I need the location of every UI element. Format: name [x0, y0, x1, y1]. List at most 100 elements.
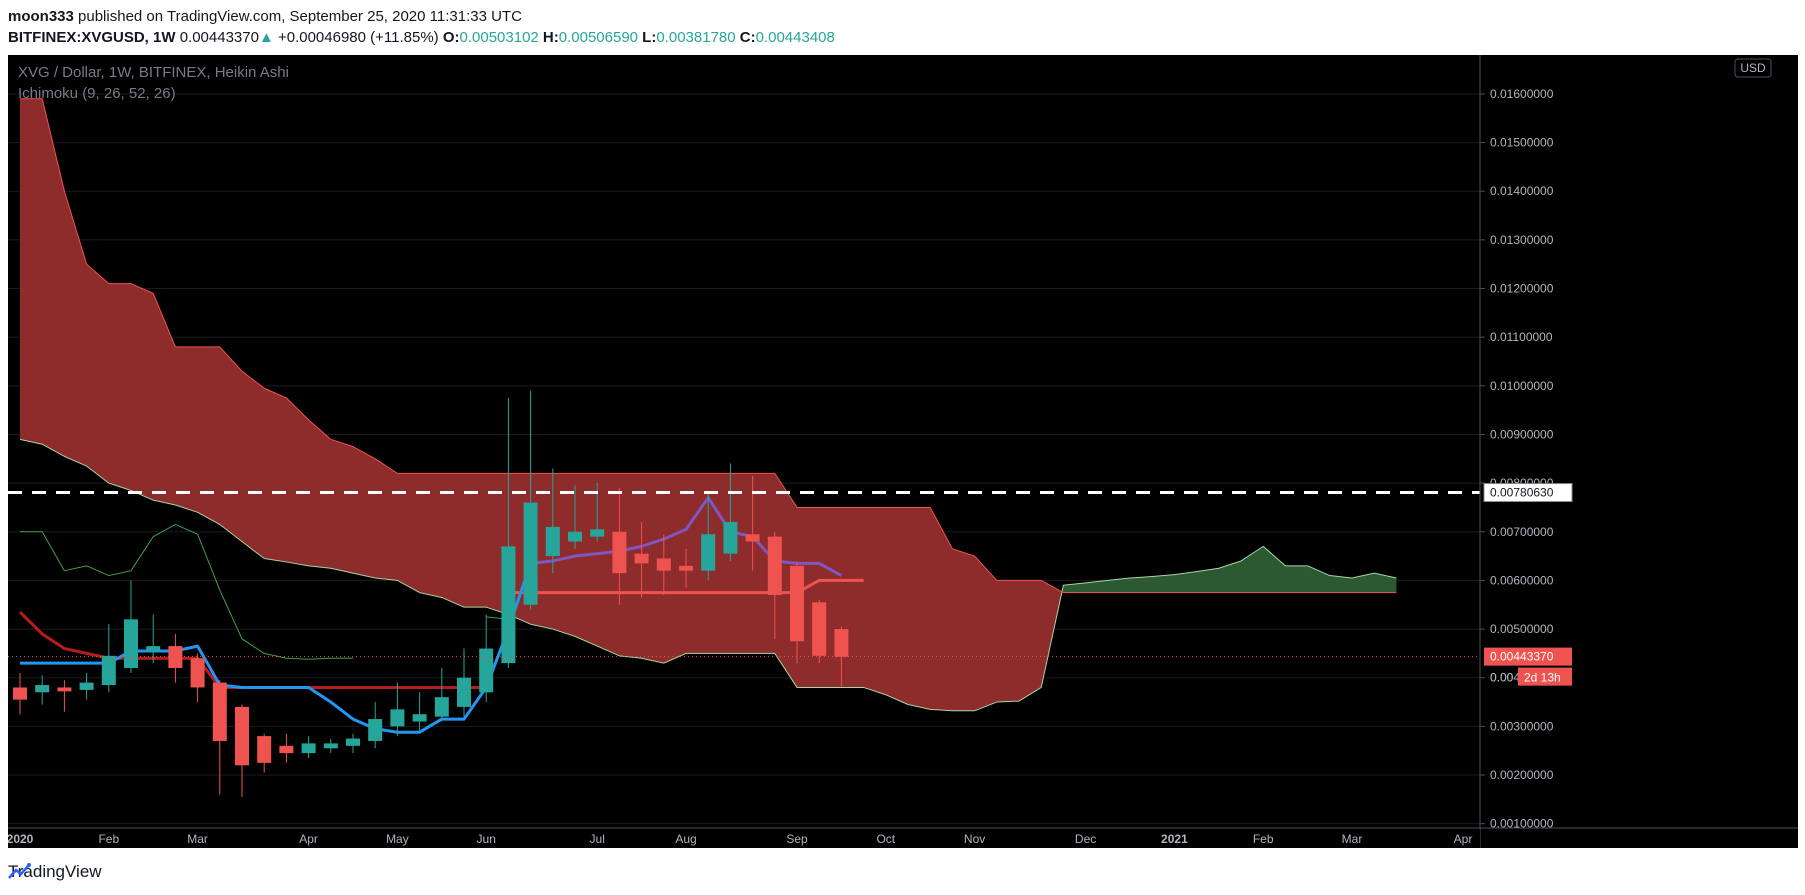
candle-body [545, 526, 560, 557]
candle-body [301, 743, 316, 754]
last-price-label: 0.00443370 [1490, 650, 1554, 664]
candle-body [501, 546, 516, 664]
open-value: 0.00503102 [459, 29, 539, 46]
conversion-line-tenkan-2 [530, 496, 843, 577]
footer-brand-label: TradingView [8, 862, 102, 881]
close-value: 0.00443408 [755, 29, 835, 46]
candles [13, 390, 849, 797]
chart-svg[interactable]: 0.01600000 0.01500000 0.01400000 0.01300000… [8, 55, 1798, 848]
y-tick-label: 0.00600000 [1490, 573, 1554, 587]
candle-body [434, 697, 449, 717]
tradingview-logo-icon [8, 863, 31, 879]
candle-body [457, 677, 471, 707]
candle-body [679, 565, 693, 571]
price-axis: 0.01600000 0.01500000 0.01400000 0.01300000… [1479, 55, 1798, 848]
dashed-line-price-label: 0.00780630 [1490, 486, 1554, 500]
x-tick-label: Aug [675, 832, 696, 846]
y-tick-label: 0.00200000 [1490, 768, 1554, 782]
x-tick-label: Mar [1342, 832, 1363, 846]
low-label: L: [642, 29, 657, 46]
leading-span-b-line [20, 98, 1397, 594]
candle-body [168, 646, 183, 668]
base-line-kijun [18, 610, 487, 689]
candle-body [523, 502, 538, 605]
x-tick-label: 2020 [8, 832, 34, 846]
up-arrow-icon: ▲ [258, 29, 274, 46]
x-tick-label: Jun [477, 832, 496, 846]
candle-body [257, 736, 272, 763]
currency-badge[interactable]: USD [1734, 58, 1772, 78]
candle-body [701, 534, 716, 571]
ichimoku-cloud [20, 98, 1397, 711]
x-tick-label: Feb [1253, 832, 1274, 846]
indicator-legend[interactable]: Ichimoku (9, 26, 52, 26) [18, 85, 176, 102]
ichimoku-lines [18, 98, 1397, 734]
price-change: +0.00046980 (+11.85%) [277, 29, 439, 46]
y-tick-label: 0.01100000 [1490, 330, 1553, 344]
candle-body [190, 658, 205, 688]
candle-body [790, 565, 804, 642]
high-value: 0.00506590 [558, 29, 638, 46]
y-tick-label: 0.01000000 [1490, 379, 1554, 393]
candle-body [745, 534, 760, 542]
footer-brand[interactable]: TradingView [8, 862, 102, 882]
x-tick-label: Mar [187, 832, 208, 846]
close-label: C: [739, 29, 756, 46]
candle-body [767, 536, 782, 596]
x-tick-label: 2021 [1161, 832, 1188, 846]
candle-body [323, 743, 338, 749]
x-tick-label: Dec [1075, 832, 1096, 846]
x-tick-label: Oct [876, 832, 895, 846]
candle-body [57, 687, 72, 692]
candle-body [101, 655, 116, 686]
currency-badge-label: USD [1740, 61, 1766, 75]
y-tick-label: 0.00700000 [1490, 525, 1554, 539]
base-line-kijun-2 [508, 578, 864, 595]
candle-body [479, 648, 494, 693]
countdown-label: 2d 13h [1524, 671, 1561, 685]
x-tick-label: Jul [590, 832, 605, 846]
author-name[interactable]: moon333 [8, 8, 74, 25]
candle-body [279, 745, 294, 754]
candle-body [13, 687, 27, 700]
open-label: O: [442, 29, 460, 46]
candle-body [612, 531, 627, 574]
candle-body [79, 682, 94, 690]
y-tick-label: 0.01500000 [1490, 136, 1554, 150]
y-tick-label: 0.00100000 [1490, 817, 1554, 831]
candle-body [834, 629, 849, 657]
x-tick-label: Sep [786, 832, 808, 846]
candle-body [590, 529, 605, 537]
candle-body [390, 709, 405, 727]
y-tick-label: 0.01600000 [1490, 87, 1554, 101]
y-tick-label: 0.00300000 [1490, 719, 1554, 733]
price-axis-background [1480, 55, 1798, 848]
candle-body [124, 619, 138, 668]
candle-body [346, 738, 360, 746]
chart-area[interactable]: 0.01600000 0.01500000 0.01400000 0.01300000… [8, 55, 1798, 848]
x-tick-label: Apr [1454, 832, 1473, 846]
candle-body [146, 646, 161, 651]
y-tick-label: 0.00500000 [1490, 622, 1554, 636]
candle-body [368, 719, 383, 741]
partial-tick-label: 0.00 [1490, 671, 1514, 685]
dashed-line-price-label-bg [1483, 483, 1573, 503]
x-tick-label: Feb [98, 832, 119, 846]
price-lines [8, 491, 1480, 658]
price-grid [8, 93, 1480, 825]
candle-body [634, 553, 649, 564]
x-tick-label: May [386, 832, 409, 846]
candle-body [812, 602, 827, 656]
leading-span-a-line [19, 438, 1397, 712]
ohlc-header: BITFINEX:XVGUSD, 1W 0.00443370▲ +0.00046… [8, 29, 835, 46]
candle-body [412, 714, 427, 722]
high-label: H: [542, 29, 559, 46]
candle-body [656, 558, 671, 571]
published-text: published on TradingView.com, September … [78, 8, 522, 25]
publish-info: moon333 published on TradingView.com, Se… [8, 8, 522, 25]
y-tick-label: 0.01400000 [1490, 184, 1554, 198]
y-tick-label: 0.01200000 [1490, 282, 1554, 296]
x-tick-label: Apr [299, 832, 318, 846]
candle-body [35, 685, 50, 693]
last-price: 0.00443370 [179, 29, 259, 46]
